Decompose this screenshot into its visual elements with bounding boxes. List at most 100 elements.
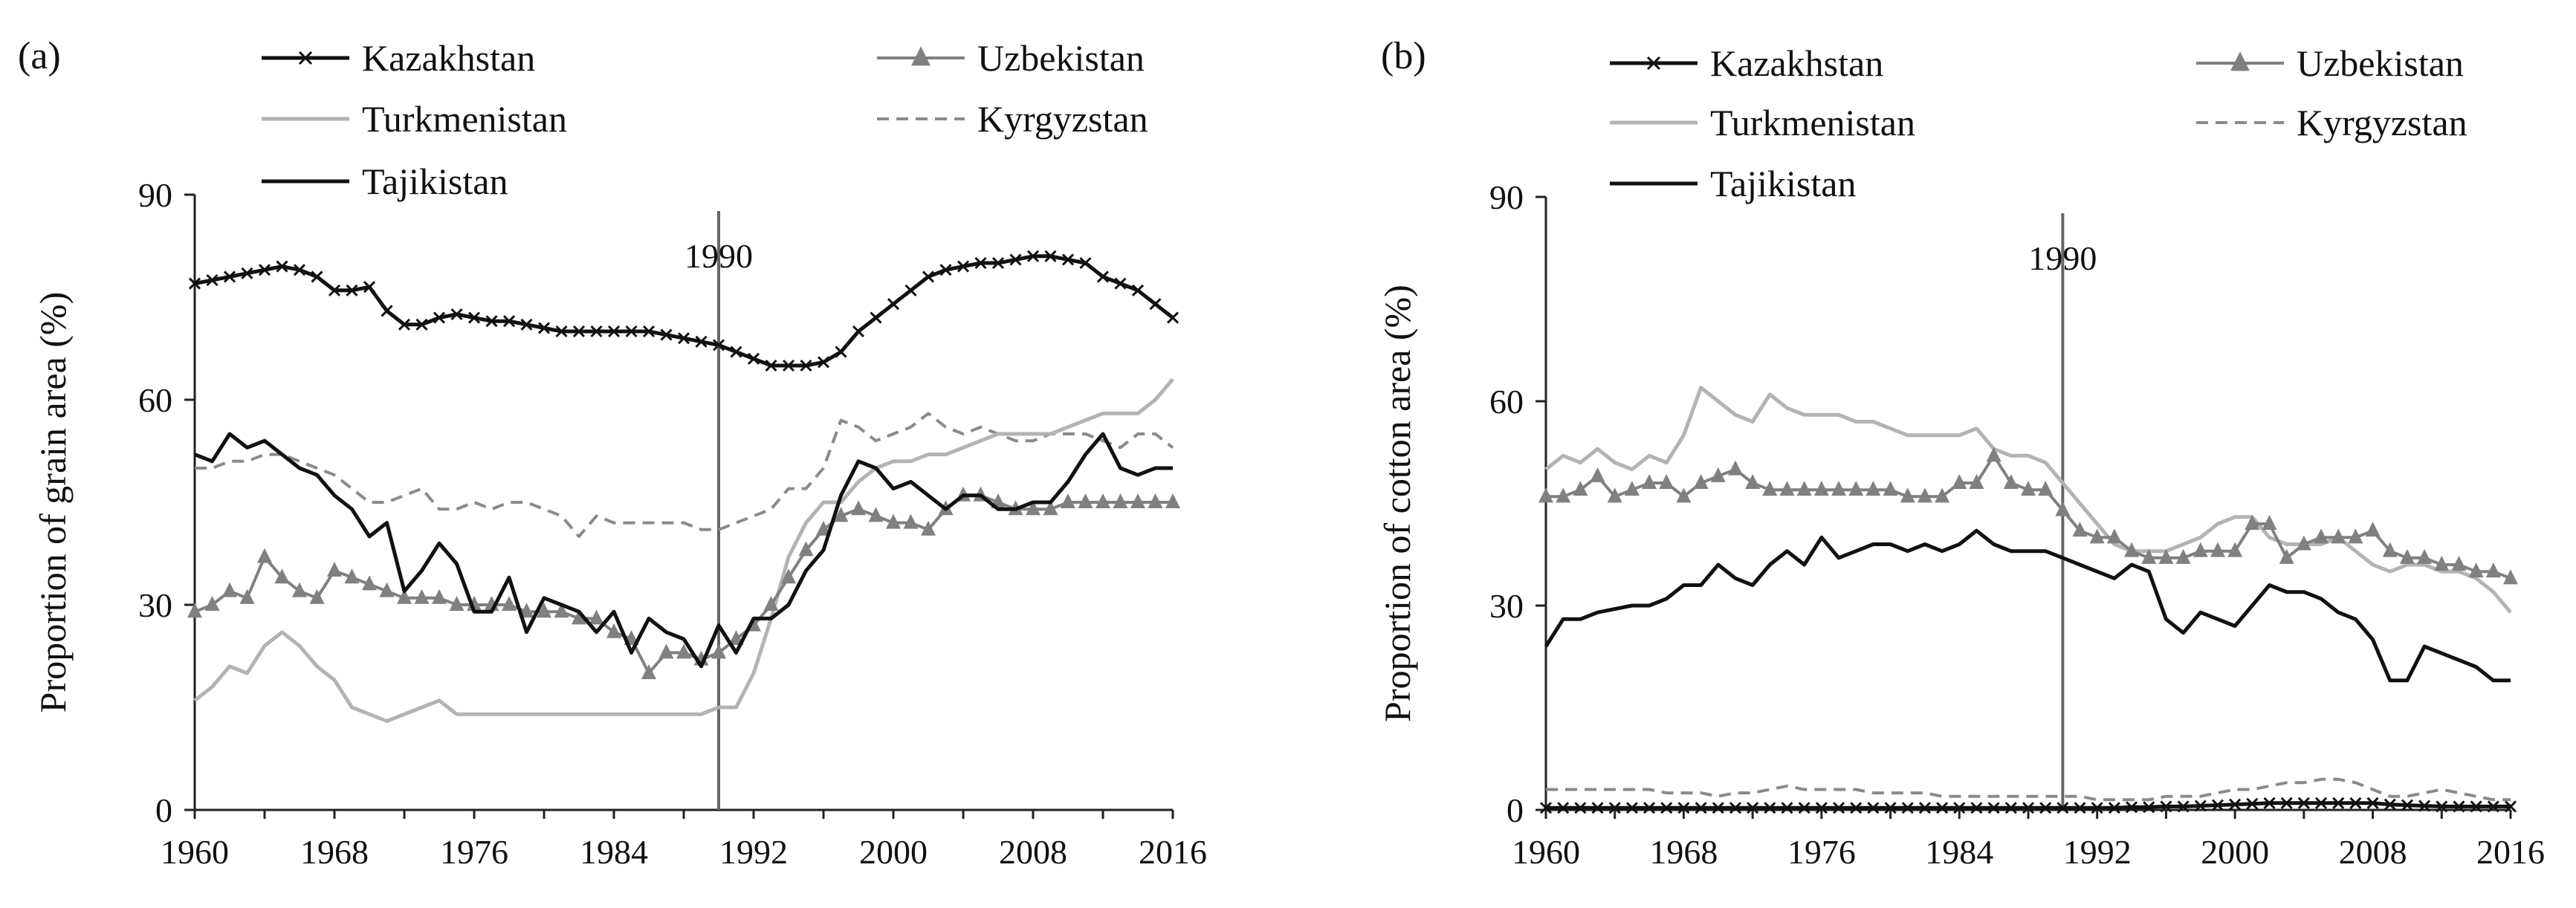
marker-x [2263,797,2276,809]
marker-x [642,325,656,338]
marker-triangle [2227,542,2243,557]
marker-x [1574,802,1587,814]
marker-triangle [2175,548,2191,564]
marker-x [1953,802,1966,814]
series-uzbekistan [1538,447,2518,585]
marker-triangle [911,46,931,66]
marker-triangle [781,568,796,584]
marker-triangle [921,520,936,536]
marker-x [800,359,812,372]
marker-triangle [1848,481,1864,496]
marker-triangle [2192,542,2208,557]
chart-panel-a: (a) 0 30 60 90 1960 1968 1976 1984 1992 2000 2008 20… [18,35,1207,871]
marker-x [1096,270,1110,283]
series-tajikistan [194,432,1173,669]
marker-triangle [519,603,534,618]
legend-item-kazakhstan: Kazakhstan [1610,42,1883,84]
marker-triangle [903,513,919,529]
marker-x [1987,802,2000,814]
marker-x [258,264,271,276]
marker-triangle [676,643,691,659]
marker-triangle [1779,481,1795,496]
marker-triangle [432,588,447,604]
marker-triangle [362,575,377,591]
marker-x [1918,802,1931,814]
marker-x [2108,802,2120,814]
y-axis-label: Proportion of cotton area (%) [1376,285,1418,722]
line-tajikistan [1544,528,2511,683]
y-tick-label: 90 [1489,178,1524,216]
marker-triangle [1165,493,1180,508]
marker-triangle [2230,51,2250,71]
marker-x [1901,802,1914,814]
marker-x [2074,802,2086,814]
marker-triangle [886,513,901,529]
marker-triangle [1078,493,1093,508]
marker-x [2056,802,2069,814]
panel-label: (b) [1381,35,1426,77]
marker-triangle [1883,481,1898,496]
marker-x [1557,802,1570,814]
series-tajikistan [1544,528,2511,683]
marker-triangle [1952,474,1967,489]
marker-triangle [1796,481,1812,496]
y-tick-label: 0 [1507,791,1524,829]
line-kazakhstan [194,254,1174,368]
legend-item-turkmenistan: Turkmenistan [1610,102,1915,143]
marker-x [381,305,393,317]
marker-x [712,339,725,351]
legend-item-tajikistan: Tajikistan [262,160,508,202]
line-tajikistan [194,432,1173,669]
marker-triangle [728,630,744,645]
marker-x [695,335,708,348]
marker-x [241,267,253,279]
marker-triangle [502,596,517,611]
y-tick-label: 90 [138,176,172,214]
marker-x [2143,801,2155,814]
marker-x [276,260,288,273]
marker-triangle [2348,528,2363,544]
marker-x [1747,802,1759,814]
marker-triangle [1969,474,1984,489]
marker-triangle [2072,522,2088,537]
x-tick-label: 2016 [2476,833,2545,871]
marker-x [2384,798,2396,811]
marker-triangle [204,596,220,611]
legend: Kazakhstan Uzbekistan Turkmenistan Kyrgyzst… [262,37,1148,202]
marker-triangle [2382,542,2398,557]
marker-x [1044,250,1057,262]
marker-triangle [2296,535,2311,551]
marker-triangle [2021,481,2036,496]
marker-x [188,277,201,290]
marker-triangle [187,603,202,618]
marker-x [2487,800,2499,813]
marker-x [1867,802,1880,814]
marker-x [2332,797,2345,809]
marker-triangle [2055,501,2071,516]
marker-triangle [589,609,604,625]
marker-x [502,315,516,328]
marker-triangle [449,596,465,611]
marker-triangle [641,664,656,679]
marker-triangle [1096,493,1110,508]
marker-x [922,270,935,283]
marker-x [415,318,428,331]
marker-triangle [2314,528,2329,544]
marker-x [1079,256,1092,270]
marker-x [2039,802,2052,814]
marker-x [223,270,236,283]
marker-triangle [257,548,272,563]
marker-triangle [1727,460,1743,476]
marker-triangle [868,507,884,522]
x-tick-label: 1984 [1925,833,1993,871]
marker-triangle [2124,542,2140,557]
marker-x [537,322,551,334]
marker-x [485,315,498,328]
marker-x [2297,797,2310,809]
legend-item-uzbekistan: Uzbekistan [877,37,1145,79]
marker-x [346,284,358,296]
marker-x [957,260,970,273]
marker-triangle [816,520,831,536]
x-tick-label: 1976 [1787,833,1856,871]
marker-x [1646,56,1661,71]
